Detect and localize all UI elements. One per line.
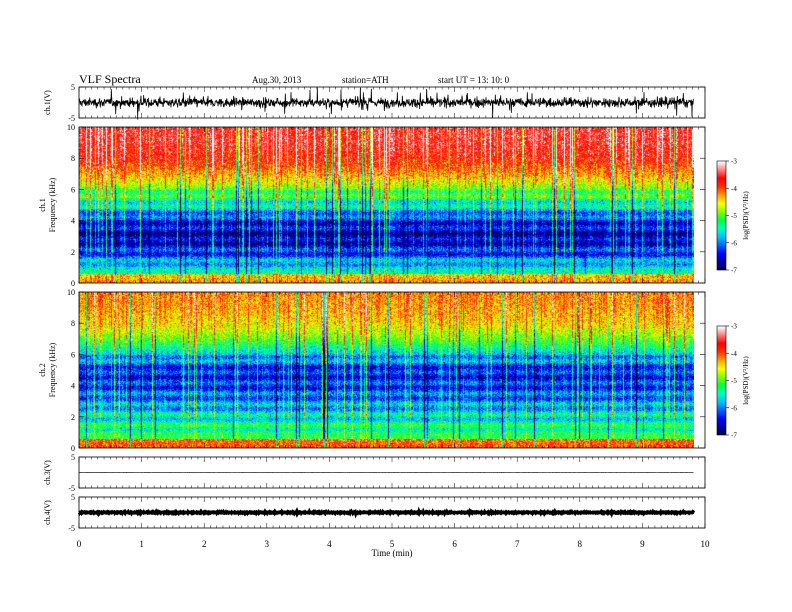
ch1-spectrogram-colorbar-tick: -7 [731, 267, 737, 275]
ch1-spectrogram-ytick-label: 8 [71, 154, 75, 163]
x-tick-label: 8 [578, 539, 583, 549]
ch1-spectrogram-ytick-label: 2 [71, 248, 75, 257]
ch3-waveform-ylabel: ch.3(V) [43, 460, 52, 485]
ch1-spectrogram-image [79, 127, 694, 283]
ch1-waveform-ylabel: ch.1(V) [43, 90, 52, 115]
ch1-waveform-ytick-label: 5 [71, 83, 75, 92]
x-axis-label: Time (min) [372, 548, 413, 558]
ch1-spectrogram-ytick-label: 4 [71, 217, 75, 226]
x-tick-label: 7 [515, 539, 520, 549]
start-time-label: start UT = 13: 10: 0 [438, 75, 510, 85]
x-tick-label: 0 [77, 539, 82, 549]
ch1-spectrogram-colorbar-tick: -6 [731, 239, 737, 247]
ch2-spectrogram-ylabel: Frequency (kHz) [48, 342, 57, 397]
x-tick-label: 10 [701, 539, 711, 549]
ch1-waveform-trace [78, 87, 694, 120]
ch3-waveform-ytick-label: -5 [68, 484, 75, 493]
ch2-spectrogram-ytick-label: 0 [71, 444, 75, 453]
ch1-spectrogram-colorbar-tick: -5 [731, 212, 737, 220]
ch1-spectrogram-colorbar [717, 161, 726, 270]
ch3-waveform-panel: 5 -5 ch.3(V) [43, 453, 706, 493]
ch1-spectrogram-colorbar-tick: -3 [731, 158, 737, 166]
ch2-spectrogram-panel: -3 -4 -5 -6 -7 log(PSD)(V²/Hz) 0 2 4 6 8 10 ch.2 Freq… [38, 288, 750, 453]
ch3-waveform-ytick-label: 5 [71, 453, 75, 462]
ch1-waveform-panel: 5 -5 ch.1(V) [43, 83, 706, 123]
ch2-spectrogram-ylabel: ch.2 [38, 363, 47, 377]
figure-title: VLF Spectra [79, 72, 141, 86]
ch2-spectrogram-ytick-label: 4 [71, 382, 75, 391]
ch2-spectrogram-ytick-label: 8 [71, 319, 75, 328]
x-tick-label: 2 [202, 539, 207, 549]
x-tick-label: 9 [640, 539, 645, 549]
ch1-spectrogram-panel: -3 -4 -5 -6 -7 log(PSD)(V²/Hz) 0 2 4 6 8 10 ch.1 Freq… [38, 123, 750, 288]
ch1-spectrogram-ytick-label: 10 [67, 123, 75, 132]
ch1-spectrogram-ylabel: Frequency (kHz) [48, 177, 57, 232]
ch2-spectrogram-image [79, 292, 694, 448]
ch2-spectrogram-colorbar-label: log(PSD)(V²/Hz) [742, 356, 750, 405]
ch2-spectrogram-ytick-label: 6 [71, 350, 75, 359]
ch2-spectrogram-colorbar-tick: -7 [731, 432, 737, 440]
station-label: station=ATH [342, 75, 389, 85]
ch1-spectrogram-colorbar-label: log(PSD)(V²/Hz) [742, 191, 750, 240]
ch4-waveform-ytick-label: 5 [71, 493, 75, 502]
ch2-spectrogram-ytick-label: 10 [67, 288, 75, 297]
ch1-spectrogram-ytick-label: 6 [71, 185, 75, 194]
ch4-waveform-panel: 5 -5 ch.4(V) [43, 493, 706, 533]
date-label: Aug.30, 2013 [252, 75, 302, 85]
ch1-waveform-ytick-label: -5 [68, 114, 75, 123]
ch4-waveform-ytick-label: -5 [68, 524, 75, 533]
x-tick-label: 5 [390, 539, 395, 549]
ch2-spectrogram-colorbar-tick: -3 [731, 323, 737, 331]
x-tick-label: 4 [327, 539, 332, 549]
ch2-spectrogram-colorbar [717, 326, 726, 435]
ch1-spectrogram-ytick-label: 0 [71, 279, 75, 288]
ch4-waveform-trace [77, 506, 696, 519]
x-tick-label: 6 [452, 539, 457, 549]
ch4-waveform-ylabel: ch.4(V) [43, 500, 52, 525]
ch2-spectrogram-colorbar-tick: -5 [731, 377, 737, 385]
ch1-spectrogram-ylabel: ch.1 [38, 198, 47, 212]
x-tick-label: 1 [139, 539, 144, 549]
ch2-spectrogram-colorbar-tick: -4 [731, 350, 737, 358]
ch2-spectrogram-colorbar-tick: -6 [731, 404, 737, 412]
ch2-spectrogram-ytick-label: 2 [71, 413, 75, 422]
ch1-spectrogram-colorbar-tick: -4 [731, 185, 737, 193]
x-tick-label: 3 [265, 539, 270, 549]
